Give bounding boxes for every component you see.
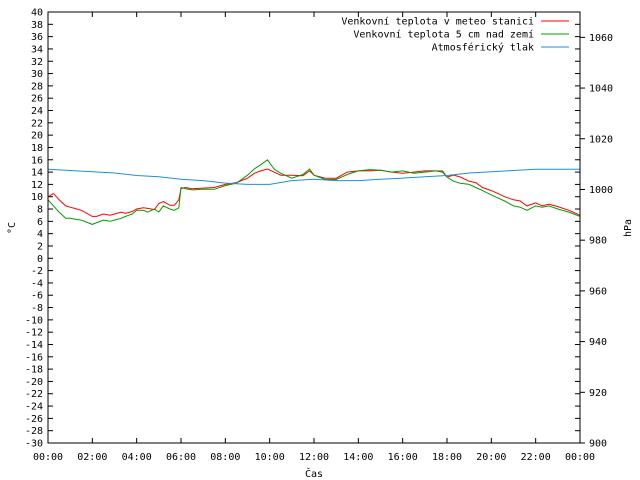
y-tick-label: -4 [31, 278, 43, 289]
x-tick-label: 16:00 [388, 452, 418, 463]
y-tick-label: -8 [31, 303, 43, 314]
legend-label-1: Venkovní teplota 5 cm nad zemí [353, 29, 534, 41]
x-tick-label: 04:00 [122, 452, 152, 463]
y2-tick-label: 1060 [589, 33, 613, 44]
y2-tick-label: 900 [589, 439, 607, 450]
y-tick-label: 28 [31, 81, 43, 92]
y-tick-label: 18 [31, 143, 43, 154]
y2-axis-label: hPa [623, 219, 634, 237]
x-tick-label: 12:00 [299, 452, 329, 463]
y-tick-label: -14 [25, 340, 43, 351]
x-tick-label: 14:00 [343, 452, 373, 463]
y-tick-label: -10 [25, 315, 43, 326]
x-tick-label: 08:00 [210, 452, 240, 463]
y-tick-label: -20 [25, 377, 43, 388]
y-axis-left: 4038363432302826242220181614121086420-2-… [25, 8, 580, 450]
y2-tick-label: 1040 [589, 84, 613, 95]
y-tick-label: 16 [31, 155, 43, 166]
y-tick-label: 8 [37, 205, 43, 216]
y-tick-label: 36 [31, 32, 43, 43]
y-tick-label: 26 [31, 94, 43, 105]
y-tick-label: -26 [25, 414, 43, 425]
x-axis: 00:00 02:00 04:00 06:00 08:00 10:00 12:00 14:00… [33, 12, 595, 463]
series-line-2 [47, 168, 580, 185]
y-tick-label: -22 [25, 389, 43, 400]
y-tick-label: -16 [25, 352, 43, 363]
y-tick-label: 14 [31, 168, 43, 179]
y2-tick-label: 920 [589, 388, 607, 399]
y-tick-label: 2 [37, 241, 43, 252]
y-tick-label: 10 [31, 192, 43, 203]
y-tick-label: -24 [25, 402, 43, 413]
x-tick-label: 18:00 [432, 452, 462, 463]
y-tick-label: 22 [31, 118, 43, 129]
y-tick-label: 34 [31, 44, 43, 55]
x-tick-label: 00:00 [565, 452, 595, 463]
y-tick-label: 40 [31, 8, 43, 19]
y-tick-label: 0 [37, 254, 43, 265]
y-tick-label: -30 [25, 439, 43, 450]
y-tick-label: 20 [31, 131, 43, 142]
y-tick-label: 12 [31, 180, 43, 191]
y2-tick-label: 1000 [589, 185, 613, 196]
y-tick-label: -2 [31, 266, 43, 277]
x-tick-label: 10:00 [255, 452, 285, 463]
y-tick-label: -28 [25, 426, 43, 437]
y2-tick-label: 960 [589, 286, 607, 297]
y-axis-label: °C [7, 222, 18, 234]
y-tick-label: 38 [31, 20, 43, 31]
y-tick-label: 4 [37, 229, 43, 240]
series-layer [47, 159, 581, 225]
x-tick-label: 20:00 [476, 452, 506, 463]
y-axis-right: 1060 1040 1020 1000 980 960 940 920 900 [580, 33, 613, 450]
plot-frame [47, 11, 581, 444]
y-tick-label: 6 [37, 217, 43, 228]
y2-tick-label: 980 [589, 236, 607, 247]
y-tick-label: -6 [31, 291, 43, 302]
series-line-0 [47, 168, 581, 217]
legend-label-0: Venkovní teplota v meteo stanici [341, 16, 534, 28]
y2-tick-label: 1020 [589, 134, 613, 145]
x-tick-label: 00:00 [33, 452, 63, 463]
x-axis-label: Čas [305, 467, 323, 480]
legend-label-2: Atmosférický tlak [432, 42, 534, 54]
y2-tick-label: 940 [589, 337, 607, 348]
legend: Venkovní teplota v meteo staniciVenkovní… [341, 16, 569, 54]
y-tick-label: 32 [31, 57, 43, 68]
x-tick-label: 02:00 [77, 452, 107, 463]
series-line-1 [47, 159, 581, 225]
y-tick-label: -12 [25, 328, 43, 339]
y-tick-label: -18 [25, 365, 43, 376]
y-tick-label: 24 [31, 106, 43, 117]
y-tick-label: 30 [31, 69, 43, 80]
x-tick-label: 22:00 [521, 452, 551, 463]
x-tick-label: 06:00 [166, 452, 196, 463]
